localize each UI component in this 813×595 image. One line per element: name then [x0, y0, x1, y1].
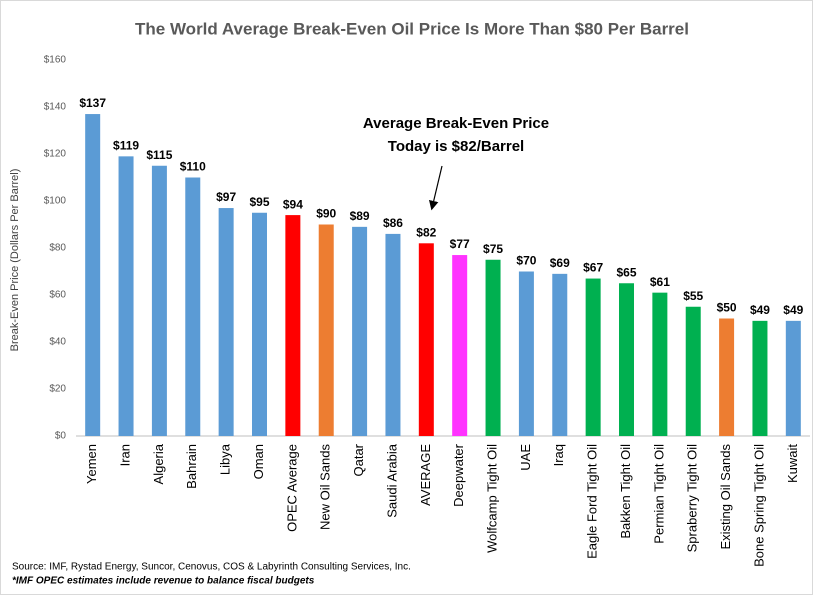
bar [185, 177, 201, 436]
annotation: Today is $82/Barrel [388, 138, 524, 155]
value-label: $55 [683, 289, 703, 303]
y-axis-label: Break-Even Price (Dollars Per Barrel) [9, 169, 21, 352]
chart-title: The World Average Break-Even Oil Price I… [135, 19, 689, 38]
y-tick-label: $120 [44, 149, 67, 160]
bar [752, 320, 768, 436]
x-tick-label: AVERAGE [418, 444, 433, 506]
bar [552, 273, 568, 436]
bar [518, 271, 534, 436]
bar [385, 233, 401, 436]
x-tick-label: Bone Spring Tight Oil [751, 444, 766, 567]
y-tick-label: $160 [44, 55, 67, 66]
x-tick-label: Eagle Ford Tight Oil [585, 444, 600, 559]
annotation: Average Break-Even Price [363, 115, 549, 132]
bar [485, 259, 501, 436]
value-label: $49 [783, 303, 803, 317]
value-label: $65 [616, 265, 636, 279]
x-tick-label: New Oil Sands [318, 444, 333, 530]
value-label: $95 [249, 195, 269, 209]
x-tick-label: OPEC Average [284, 444, 299, 532]
bar [318, 224, 334, 436]
x-tick-label: Iraq [551, 444, 566, 466]
annotation-arrow [428, 165, 443, 211]
value-label: $77 [450, 237, 470, 251]
value-label: $86 [383, 216, 403, 230]
x-tick-label: Bahrain [184, 444, 199, 489]
y-tick-label: $60 [49, 290, 66, 301]
x-tick-label: Bakken Tight Oil [618, 444, 633, 539]
y-tick-label: $100 [44, 196, 67, 207]
x-tick-label: Qatar [351, 443, 366, 476]
bar [418, 243, 434, 436]
x-tick-label: Existing Oil Sands [718, 444, 733, 550]
bar [151, 165, 167, 436]
x-tick-label: Saudi Arabia [384, 443, 399, 517]
bar [719, 318, 735, 436]
bar [652, 292, 668, 436]
x-tick-label: Wolfcamp Tight Oil [484, 444, 499, 553]
value-label: $94 [283, 197, 303, 211]
bar [285, 215, 301, 436]
value-label: $50 [717, 301, 737, 315]
x-tick-label: Kuwait [785, 444, 800, 483]
value-label: $49 [750, 303, 770, 317]
value-label: $115 [146, 148, 172, 162]
y-tick-label: $20 [49, 384, 66, 395]
bar [118, 156, 134, 436]
bar [352, 226, 368, 436]
x-tick-label: UAE [518, 444, 533, 471]
bar [85, 114, 101, 437]
bar [452, 255, 468, 436]
y-tick-label: $140 [44, 102, 67, 113]
value-label: $90 [316, 207, 336, 221]
x-tick-label: Deepwater [451, 443, 466, 507]
x-tick-label: Algeria [151, 443, 166, 484]
value-label: $82 [416, 225, 436, 239]
x-tick-label: Libya [218, 443, 233, 475]
value-label: $67 [583, 261, 603, 275]
y-tick-label: $40 [49, 337, 66, 348]
value-label: $61 [650, 275, 670, 289]
bar [619, 283, 634, 436]
bar [252, 212, 267, 436]
bar [585, 278, 601, 436]
x-tick-label: Iran [117, 444, 132, 466]
y-tick-label: $0 [55, 431, 67, 442]
x-tick-label: Yemen [84, 444, 99, 484]
x-tick-label: Permian Tight Oil [651, 444, 666, 544]
value-label: $89 [350, 209, 370, 223]
source: Source: IMF, Rystad Energy, Suncor, Ceno… [12, 562, 411, 573]
value-label: $70 [516, 254, 536, 268]
value-label: $75 [483, 242, 503, 256]
value-label: $119 [113, 139, 139, 153]
value-label: $69 [550, 256, 570, 270]
bar [685, 306, 701, 436]
note: *IMF OPEC estimates include revenue to b… [12, 576, 315, 587]
value-label: $137 [79, 96, 106, 110]
x-tick-label: Oman [251, 444, 266, 479]
value-label: $110 [180, 160, 206, 174]
y-tick-label: $80 [49, 243, 66, 254]
bar [218, 208, 234, 436]
bar [785, 320, 801, 436]
value-label: $97 [216, 190, 236, 204]
x-tick-label: Spraberry Tight Oil [685, 444, 700, 552]
